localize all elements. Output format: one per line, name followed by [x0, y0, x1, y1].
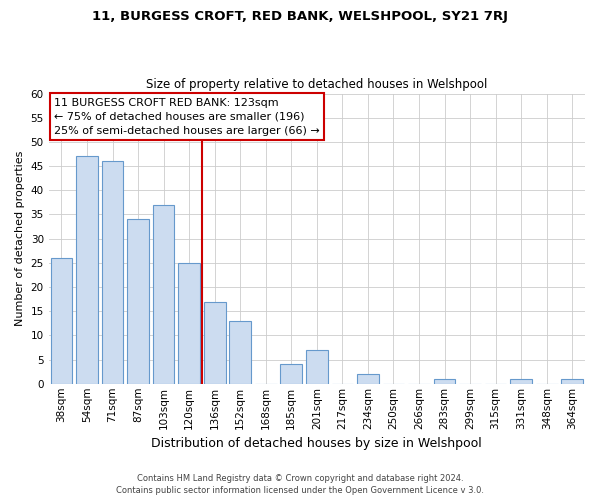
Bar: [153, 205, 175, 384]
Bar: [562, 379, 583, 384]
Text: 11 BURGESS CROFT RED BANK: 123sqm
← 75% of detached houses are smaller (196)
25%: 11 BURGESS CROFT RED BANK: 123sqm ← 75% …: [54, 98, 320, 136]
Bar: [229, 321, 251, 384]
Bar: [127, 220, 149, 384]
Bar: [510, 379, 532, 384]
Bar: [204, 302, 226, 384]
Text: 11, BURGESS CROFT, RED BANK, WELSHPOOL, SY21 7RJ: 11, BURGESS CROFT, RED BANK, WELSHPOOL, …: [92, 10, 508, 23]
Bar: [76, 156, 98, 384]
Bar: [357, 374, 379, 384]
Bar: [178, 263, 200, 384]
X-axis label: Distribution of detached houses by size in Welshpool: Distribution of detached houses by size …: [151, 437, 482, 450]
Text: Contains HM Land Registry data © Crown copyright and database right 2024.
Contai: Contains HM Land Registry data © Crown c…: [116, 474, 484, 495]
Bar: [434, 379, 455, 384]
Title: Size of property relative to detached houses in Welshpool: Size of property relative to detached ho…: [146, 78, 488, 91]
Bar: [50, 258, 72, 384]
Bar: [101, 162, 124, 384]
Y-axis label: Number of detached properties: Number of detached properties: [15, 151, 25, 326]
Bar: [306, 350, 328, 384]
Bar: [280, 364, 302, 384]
